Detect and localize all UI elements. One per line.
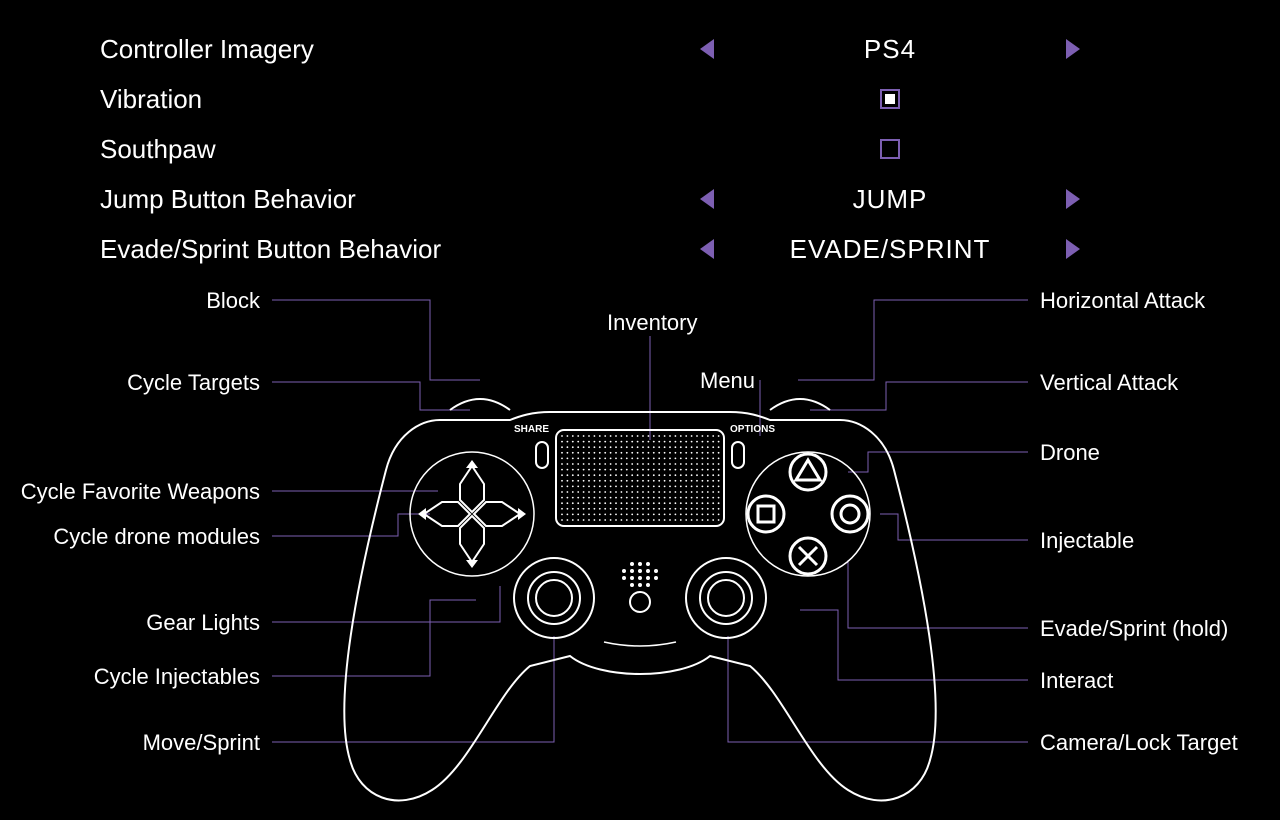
callout-horizontal_attack: Horizontal Attack bbox=[1040, 288, 1205, 314]
setting-row-evade_sprint: Evade/Sprint Button Behavior EVADE/SPRINT bbox=[100, 224, 1100, 274]
arrow-right-icon[interactable] bbox=[1066, 239, 1080, 259]
callout-menu: Menu bbox=[700, 368, 755, 394]
setting-value: EVADE/SPRINT bbox=[700, 234, 1080, 265]
setting-row-vibration: Vibration bbox=[100, 74, 1100, 124]
setting-label: Controller Imagery bbox=[100, 34, 700, 65]
callout-gear_lights: Gear Lights bbox=[146, 610, 260, 636]
callout-block: Block bbox=[206, 288, 260, 314]
setting-row-controller_imagery: Controller Imagery PS4 bbox=[100, 24, 1100, 74]
callout-injectable: Injectable bbox=[1040, 528, 1134, 554]
setting-value: JUMP bbox=[700, 184, 1080, 215]
arrow-left-icon[interactable] bbox=[700, 189, 714, 209]
callout-cycle_injectables: Cycle Injectables bbox=[94, 664, 260, 690]
setting-row-southpaw: Southpaw bbox=[100, 124, 1100, 174]
callout-camera_lock: Camera/Lock Target bbox=[1040, 730, 1238, 756]
arrow-left-icon[interactable] bbox=[700, 39, 714, 59]
callout-cycle_drone_modules: Cycle drone modules bbox=[53, 524, 260, 550]
setting-value-text: JUMP bbox=[853, 184, 928, 215]
share-label: SHARE bbox=[514, 424, 549, 435]
controller-diagram: SHARE OPTIONS Block Cycle Targets Cycle Fa… bbox=[0, 280, 1280, 820]
setting-label: Vibration bbox=[100, 84, 700, 115]
callout-evade_sprint_hold: Evade/Sprint (hold) bbox=[1040, 616, 1228, 642]
checkbox[interactable] bbox=[880, 89, 900, 109]
setting-value bbox=[700, 139, 1080, 159]
callout-drone: Drone bbox=[1040, 440, 1100, 466]
setting-label: Evade/Sprint Button Behavior bbox=[100, 234, 700, 265]
checkbox[interactable] bbox=[880, 139, 900, 159]
arrow-right-icon[interactable] bbox=[1066, 39, 1080, 59]
callout-vertical_attack: Vertical Attack bbox=[1040, 370, 1178, 396]
controller-outline: SHARE OPTIONS bbox=[340, 380, 940, 810]
setting-row-jump_button: Jump Button Behavior JUMP bbox=[100, 174, 1100, 224]
callout-move_sprint: Move/Sprint bbox=[143, 730, 260, 756]
options-label: OPTIONS bbox=[730, 424, 775, 435]
callout-cycle_fav_weapons: Cycle Favorite Weapons bbox=[21, 479, 260, 505]
setting-value-text: EVADE/SPRINT bbox=[790, 234, 991, 265]
callout-cycle_targets: Cycle Targets bbox=[127, 370, 260, 396]
settings-panel: Controller Imagery PS4 Vibration Southpaw Ju… bbox=[100, 24, 1100, 274]
setting-label: Jump Button Behavior bbox=[100, 184, 700, 215]
setting-label: Southpaw bbox=[100, 134, 700, 165]
callout-interact: Interact bbox=[1040, 668, 1113, 694]
arrow-right-icon[interactable] bbox=[1066, 189, 1080, 209]
setting-value bbox=[700, 89, 1080, 109]
setting-value-text: PS4 bbox=[864, 34, 916, 65]
setting-value: PS4 bbox=[700, 34, 1080, 65]
callout-inventory: Inventory bbox=[607, 310, 698, 336]
arrow-left-icon[interactable] bbox=[700, 239, 714, 259]
